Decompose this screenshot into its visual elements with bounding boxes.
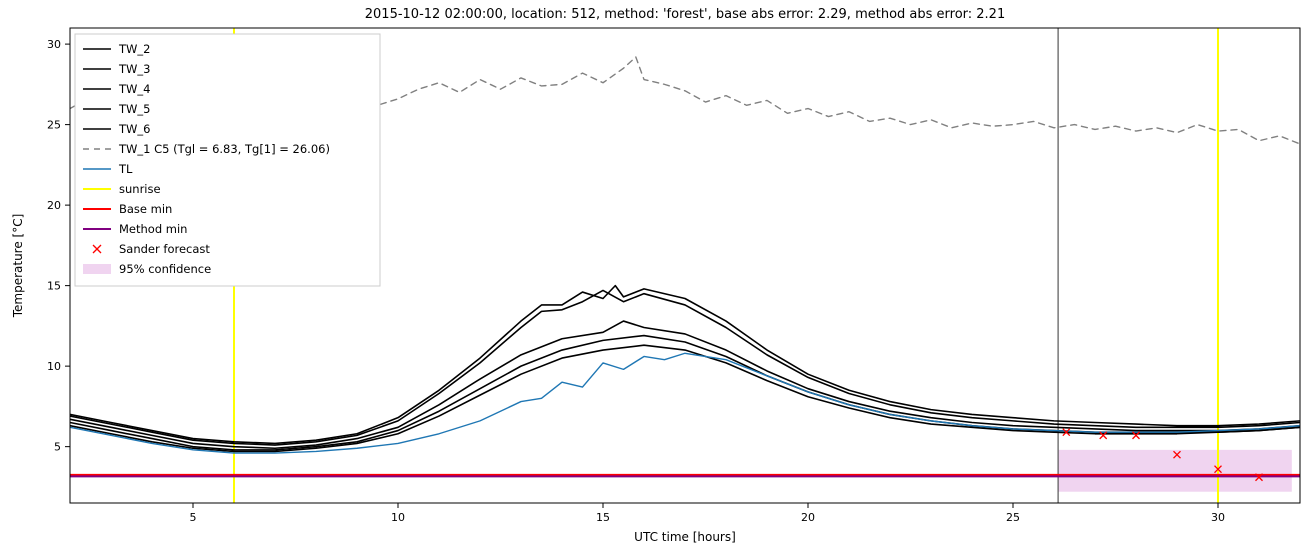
xtick-label: 15 [596,511,610,524]
xtick-label: 10 [391,511,405,524]
legend-label: Base min [119,202,172,216]
legend-label: Sander forecast [119,242,210,256]
xtick-label: 30 [1211,511,1225,524]
xtick-label: 25 [1006,511,1020,524]
ytick-label: 15 [47,280,61,293]
legend-label: TW_1 C5 (Tgl = 6.83, Tg[1] = 26.06) [118,142,330,156]
ytick-label: 30 [47,38,61,51]
legend-label: TW_3 [118,62,150,76]
legend-swatch [83,264,111,274]
ytick-label: 25 [47,119,61,132]
legend-label: Method min [119,222,187,236]
xtick-label: 20 [801,511,815,524]
xlabel: UTC time [hours] [634,530,736,544]
legend-label: TW_2 [118,42,150,56]
chart-title: 2015-10-12 02:00:00, location: 512, meth… [365,7,1005,22]
ytick-label: 5 [54,441,61,454]
ytick-label: 10 [47,360,61,373]
legend-label: sunrise [119,182,161,196]
legend-label: TW_5 [118,102,150,116]
legend-label: TL [118,162,133,176]
legend-label: TW_6 [118,122,150,136]
legend-label: TW_4 [118,82,150,96]
ylabel: Temperature [°C] [11,214,25,319]
xtick-label: 5 [190,511,197,524]
legend-label: 95% confidence [119,262,211,276]
ytick-label: 20 [47,199,61,212]
